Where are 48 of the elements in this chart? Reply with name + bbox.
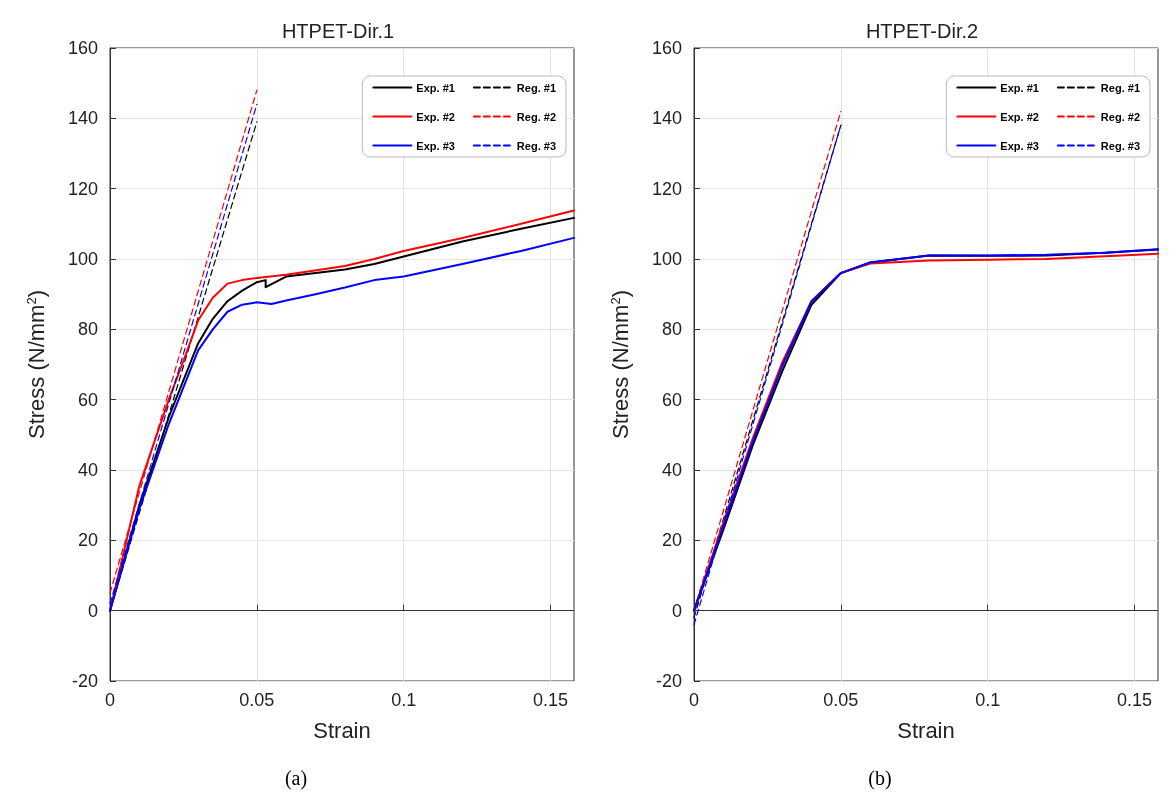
x-tick-label: 0.15: [1116, 690, 1153, 710]
y-tick-label: 100: [67, 249, 98, 269]
legend-label: Exp. #3: [416, 139, 455, 152]
legend-label: Exp. #1: [416, 81, 455, 94]
y-tick-label: 20: [77, 530, 98, 551]
y-tick-label: -20: [655, 671, 682, 691]
chart-title: HTPET-Dir.1: [281, 20, 395, 42]
x-tick-label: 0: [688, 690, 700, 710]
y-tick-label: 20: [661, 530, 682, 551]
x-tick-label: 0.15: [532, 690, 569, 710]
text: (a): [284, 767, 308, 790]
y-tick-label: 120: [651, 178, 682, 199]
y-tick-label: 0: [671, 600, 682, 621]
x-tick-label: 0.1: [391, 690, 417, 710]
legend-label: Exp. #1: [1000, 81, 1039, 94]
text: (b): [868, 767, 892, 790]
y-tick-label: 140: [67, 108, 98, 129]
x-tick-label: 0: [104, 690, 116, 710]
y-tick-label: 160: [651, 38, 682, 58]
y-tick-label: 40: [77, 460, 98, 480]
legend-label: Exp. #2: [416, 110, 455, 123]
x-axis-title: Strain: [313, 717, 371, 743]
legend-label: Reg. #3: [1100, 139, 1141, 152]
x-tick-label: 0.05: [239, 690, 275, 710]
y-tick-label: 140: [651, 108, 682, 129]
y-tick-label: 120: [67, 178, 98, 199]
y-axis-title: Stress (N/mm2): [24, 290, 49, 439]
legend-label: Reg. #3: [516, 139, 557, 152]
chart-title: HTPET-Dir.2: [865, 20, 979, 42]
legend-label: Exp. #3: [1000, 139, 1039, 152]
legend-label: Reg. #1: [1100, 81, 1141, 94]
legend-label: Reg. #2: [516, 110, 557, 123]
y-tick-label: 60: [77, 389, 98, 410]
y-axis-title: Stress (N/mm2): [608, 290, 633, 439]
y-tick-label: 80: [661, 319, 682, 340]
y-tick-label: 60: [661, 389, 682, 410]
y-tick-label: 80: [77, 319, 98, 340]
y-tick-label: 100: [651, 249, 682, 269]
x-tick-label: 0.05: [823, 690, 859, 710]
y-tick-label: 0: [87, 600, 98, 621]
x-axis-title: Strain: [897, 717, 955, 743]
y-tick-label: -20: [71, 671, 98, 691]
legend-label: Exp. #2: [1000, 110, 1039, 123]
y-tick-label: 160: [67, 38, 98, 58]
legend-label: Reg. #1: [516, 81, 557, 94]
x-tick-label: 0.1: [975, 690, 1001, 710]
y-tick-label: 40: [661, 460, 682, 480]
legend-label: Reg. #2: [1100, 110, 1141, 123]
